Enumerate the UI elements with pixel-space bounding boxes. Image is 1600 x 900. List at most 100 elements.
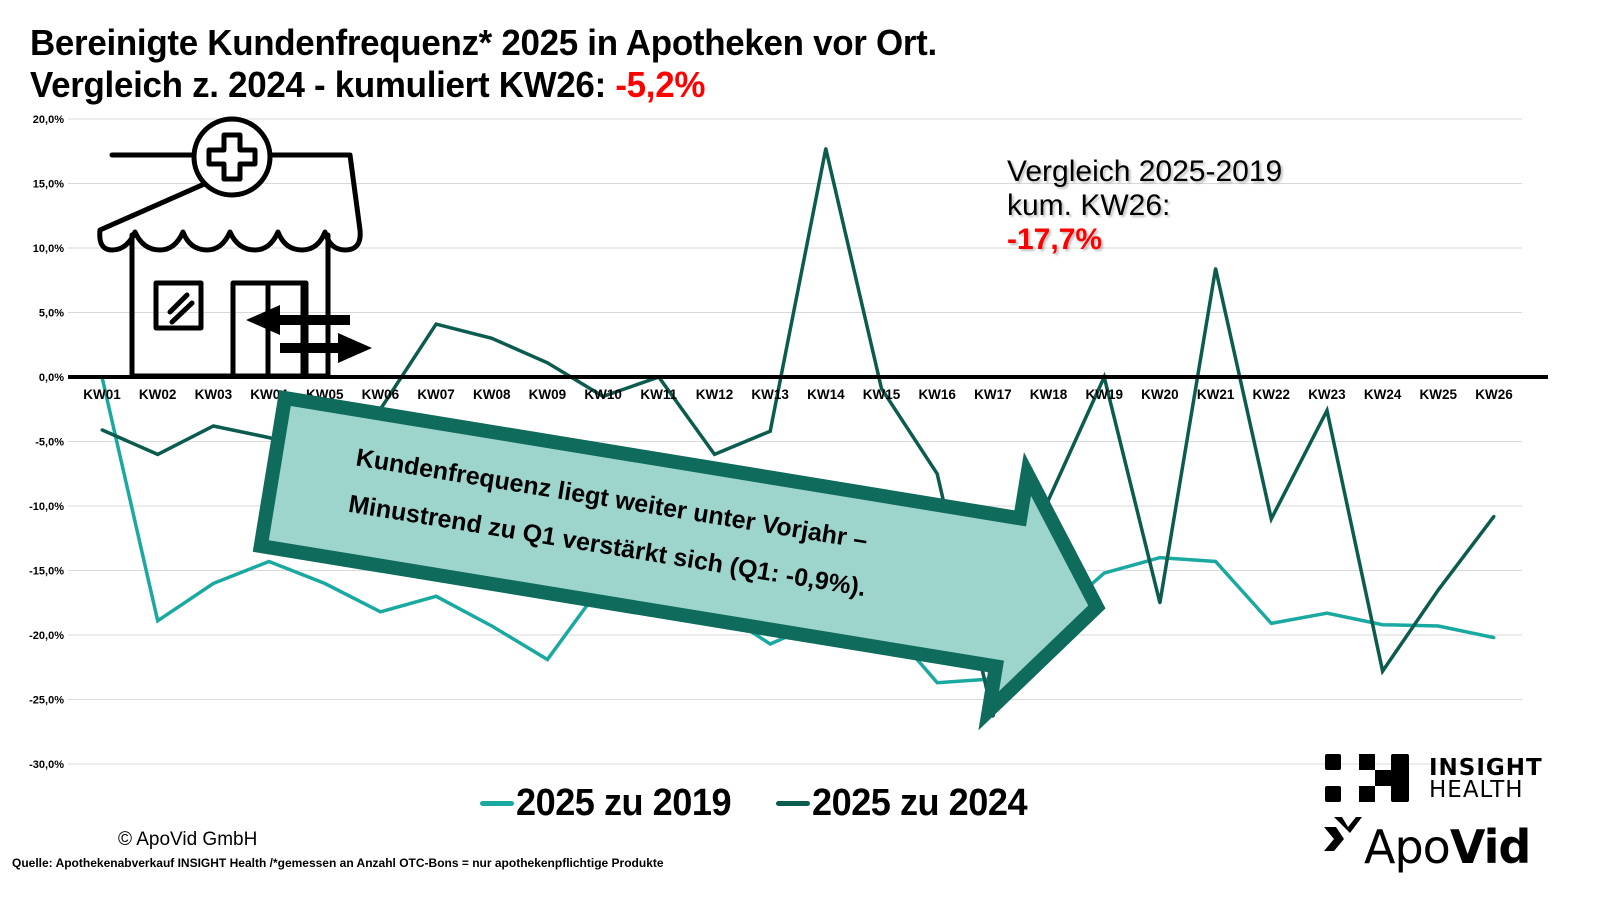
x-tick-label: KW20 xyxy=(1141,387,1179,402)
data-point xyxy=(490,624,494,628)
y-tick-label: -20,0% xyxy=(29,630,64,642)
data-point xyxy=(1269,517,1273,521)
data-point xyxy=(1325,409,1329,413)
copyright-text: © ApoVid GmbH xyxy=(118,829,258,850)
y-tick-label: 5,0% xyxy=(39,308,64,320)
page-title: Bereinigte Kundenfrequenz* 2025 in Apoth… xyxy=(30,22,937,106)
data-point xyxy=(156,452,160,456)
x-tick-label: KW10 xyxy=(584,387,622,402)
apovid-logo-bold: Vid xyxy=(1449,820,1531,874)
y-tick-label: -10,0% xyxy=(29,501,64,513)
data-point xyxy=(1214,267,1218,271)
y-tick-label: 15,0% xyxy=(33,179,64,191)
data-point xyxy=(1492,514,1496,518)
apovid-logo: ApoVid xyxy=(1322,815,1531,874)
x-tick-label: KW14 xyxy=(807,387,845,402)
data-point xyxy=(156,619,160,623)
x-tick-label: KW15 xyxy=(863,387,901,402)
x-tick-label: KW21 xyxy=(1197,387,1235,402)
x-tick-label: KW17 xyxy=(974,387,1012,402)
data-point xyxy=(434,322,438,326)
y-tick-label: 20,0% xyxy=(33,114,64,126)
x-tick-label: KW12 xyxy=(696,387,734,402)
data-point xyxy=(1381,623,1385,627)
data-point xyxy=(545,658,549,662)
x-tick-label: KW25 xyxy=(1420,387,1458,402)
x-tick-label: KW24 xyxy=(1364,387,1402,402)
legend-item-2024: 2025 zu 2024 xyxy=(776,782,1038,825)
data-point xyxy=(1436,624,1440,628)
insight-logo-line2: HEALTH xyxy=(1429,777,1524,803)
y-tick-label: 0,0% xyxy=(39,372,64,384)
x-tick-label: KW07 xyxy=(417,387,455,402)
y-tick-label: -5,0% xyxy=(35,437,64,449)
x-tick-label: KW06 xyxy=(362,387,400,402)
y-axis-tick-labels: 20,0% 15,0% 10,0% 5,0% 0,0% -5,0% -10,0% -15,0%… xyxy=(29,114,64,771)
x-tick-label: KW02 xyxy=(139,387,177,402)
cumulative-value: -5,2% xyxy=(615,64,706,105)
data-point xyxy=(935,472,939,476)
y-tick-label: -30,0% xyxy=(29,759,64,771)
data-point xyxy=(1158,556,1162,560)
y-tick-label: -25,0% xyxy=(29,695,64,707)
title-line-2: Vergleich z. 2024 - kumuliert KW26: -5,2… xyxy=(30,64,937,106)
y-tick-label: -15,0% xyxy=(29,566,64,578)
data-point xyxy=(601,394,605,398)
y-tick-label: 10,0% xyxy=(33,243,64,255)
data-point xyxy=(1102,571,1106,575)
data-point xyxy=(267,559,271,563)
data-point xyxy=(824,147,828,151)
in-out-arrows-icon xyxy=(246,305,372,363)
x-tick-label: KW01 xyxy=(83,387,121,402)
insight-logo-line1: INSIGHT xyxy=(1429,755,1543,781)
data-point xyxy=(712,452,716,456)
data-point xyxy=(1492,636,1496,640)
x-tick-label: KW26 xyxy=(1475,387,1513,402)
data-point xyxy=(378,610,382,614)
x-tick-label: KW22 xyxy=(1253,387,1291,402)
x-tick-label: KW19 xyxy=(1085,387,1123,402)
data-point xyxy=(1158,601,1162,605)
data-point xyxy=(211,424,215,428)
insight-health-logo: INSIGHT HEALTH xyxy=(1325,754,1543,804)
data-point xyxy=(880,387,884,391)
annotation-line2: kum. KW26: xyxy=(1007,189,1171,222)
legend-label-2019: 2025 zu 2019 xyxy=(516,782,732,824)
comparison-annotation: Vergleich 2025-2019 kum. KW26: -17,7% xyxy=(1007,155,1282,257)
source-note: Quelle: Apothekenabverkauf INSIGHT Healt… xyxy=(12,856,664,870)
data-point xyxy=(1325,611,1329,615)
data-point xyxy=(267,436,271,440)
x-tick-label: KW16 xyxy=(918,387,956,402)
data-point xyxy=(1214,559,1218,563)
data-point xyxy=(490,336,494,340)
data-point xyxy=(100,428,104,432)
callout-arrow-shape xyxy=(252,389,1106,731)
legend-label-2024: 2025 zu 2024 xyxy=(812,782,1028,824)
insight-health-logo-mark xyxy=(1325,754,1409,802)
annotation-line1: Vergleich 2025-2019 xyxy=(1007,155,1283,188)
data-point xyxy=(1269,621,1273,625)
apovid-logo-mark xyxy=(1324,817,1362,851)
data-point xyxy=(1381,669,1385,673)
x-tick-label: KW09 xyxy=(529,387,567,402)
legend-swatch-2019 xyxy=(480,801,514,806)
title-line-1: Bereinigte Kundenfrequenz* 2025 in Apoth… xyxy=(30,22,937,63)
apovid-logo-regular: Apo xyxy=(1364,820,1451,874)
annotation-value: -17,7% xyxy=(1007,223,1103,256)
x-tick-label: KW03 xyxy=(195,387,233,402)
data-point xyxy=(768,642,772,646)
x-tick-label: KW13 xyxy=(751,387,789,402)
data-point xyxy=(211,581,215,585)
legend-item-2019: 2025 zu 2019 xyxy=(480,782,742,825)
x-tick-label: KW23 xyxy=(1308,387,1346,402)
data-point xyxy=(768,429,772,433)
data-point xyxy=(434,594,438,598)
data-point xyxy=(323,581,327,585)
chart-legend: 2025 zu 2019 2025 zu 2024 xyxy=(480,782,1039,825)
legend-swatch-2024 xyxy=(776,801,811,806)
title-line-2-prefix: Vergleich z. 2024 - kumuliert KW26: xyxy=(30,64,616,105)
data-point xyxy=(1436,588,1440,592)
x-tick-label: KW18 xyxy=(1030,387,1068,402)
pharmacy-store-icon xyxy=(97,116,372,379)
